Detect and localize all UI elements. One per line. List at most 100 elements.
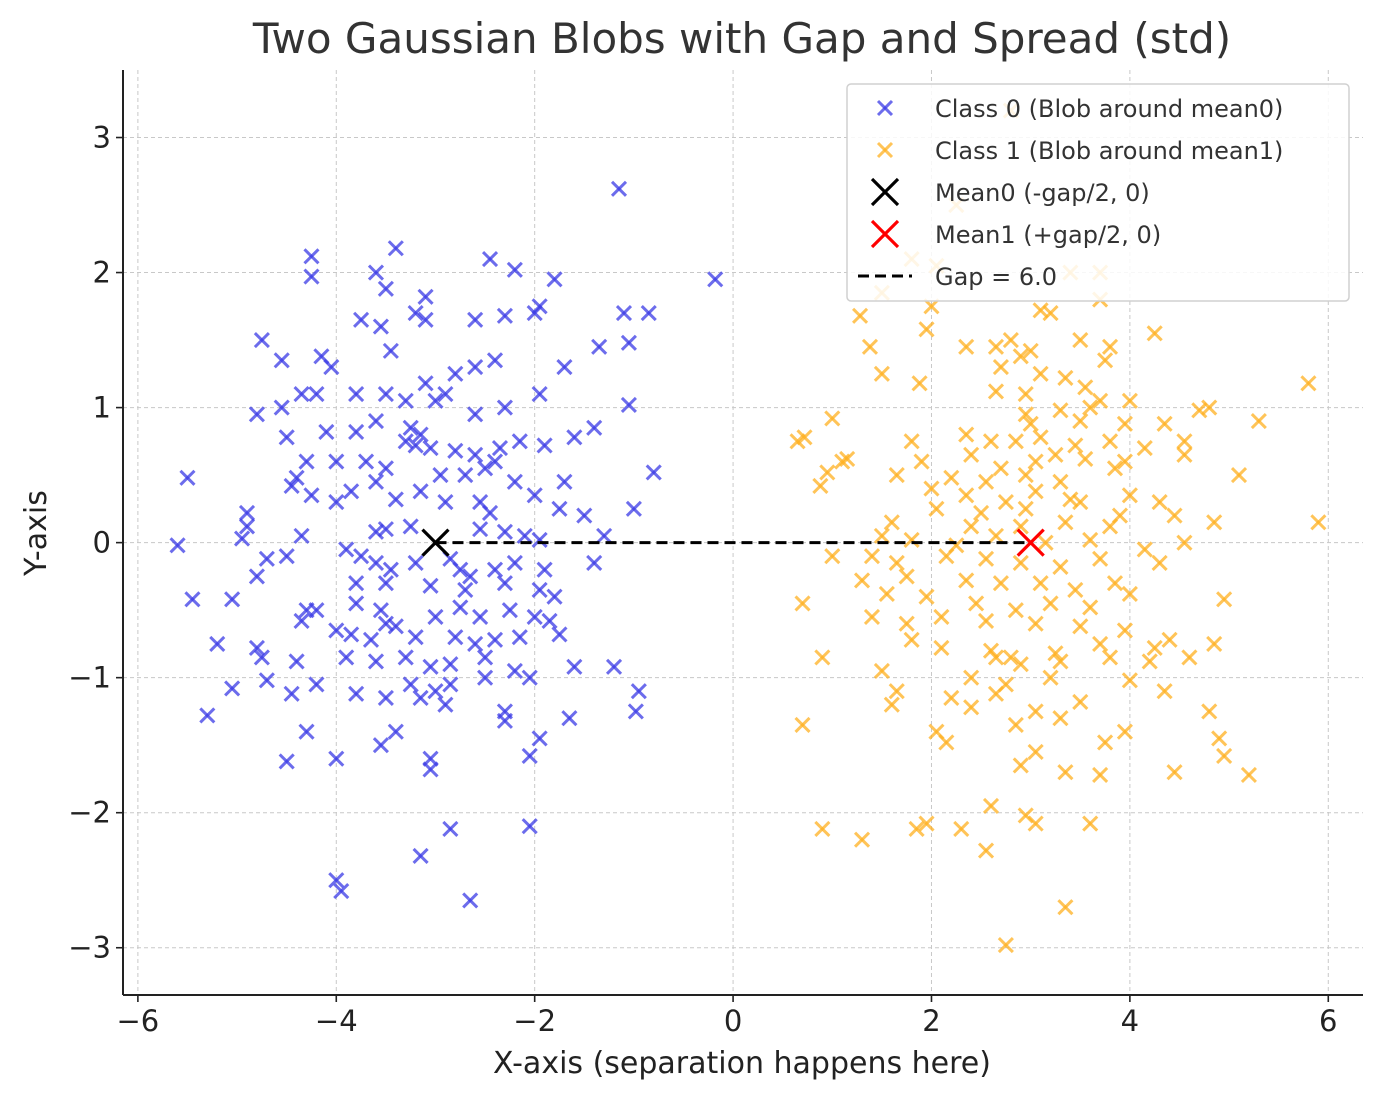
class1-point [1156,683,1173,700]
class1-point [834,453,851,470]
class0-point [566,429,583,446]
class0-point [367,653,385,670]
class1-point [1146,639,1163,657]
class0-point [521,747,538,765]
class0-point [293,386,310,403]
class1-point [1082,815,1099,832]
legend: Class 0 (Blob around mean0) Class 1 (Blob… [846,83,1350,302]
class1-point [908,820,925,837]
class0-point [437,386,454,403]
class0-point [328,622,345,639]
class0-point [298,723,315,740]
class1-point [1052,473,1069,490]
class0-point [496,307,513,324]
class0-point [422,440,439,457]
class0-point [531,386,548,403]
class1-point [863,608,881,625]
class1-point [1027,743,1044,760]
class0-point [387,491,404,508]
class0-point [422,658,439,675]
y-axis-label: Y-axis [19,490,54,577]
class0-point [318,423,335,440]
class1-point [958,426,975,443]
class0-point [248,568,265,585]
class1-point [1047,645,1064,662]
class0-point [377,575,394,592]
class0-point [238,504,256,521]
class0-point [640,305,657,322]
class1-point [1310,514,1327,531]
class1-point [1101,433,1119,450]
class1-point [1121,392,1138,409]
x-tick-label: −6 [117,1004,160,1038]
class1-point [1027,815,1044,832]
class0-point [472,608,489,625]
class0-point [546,588,563,605]
class0-point [328,453,345,470]
class1-point [1206,635,1223,652]
class1-point [903,531,920,548]
legend-entry-class0: Class 0 (Blob around mean0) [876,95,1283,123]
class1-point [1082,531,1099,548]
class0-point [372,737,389,754]
class0-point [442,656,459,673]
class0-point [472,521,489,538]
class1-point [1002,649,1019,666]
class1-point [918,321,935,338]
class1-point [1191,402,1208,419]
class1-point [814,820,831,837]
class1-point [1052,653,1069,670]
class1-point [1101,338,1119,355]
class1-point [1012,518,1029,535]
class1-point [992,359,1009,376]
class0-point [377,386,394,403]
class1-point [1166,507,1183,524]
class1-point [1092,766,1109,783]
class1-point [1032,365,1049,382]
class1-point [878,585,895,603]
class0-point [467,446,484,463]
class1-point [1092,635,1109,652]
class0-point [412,483,429,500]
class1-point [977,842,995,859]
class0-point [338,649,355,666]
class1-point [1027,453,1044,470]
class0-point [357,453,375,470]
class1-point [1052,710,1069,727]
class0-point [382,561,399,578]
x-axis-label: X-axis (separation happens here) [493,1046,991,1081]
class1-point [977,473,995,490]
class1-point [863,548,881,565]
class1-point [1022,415,1039,432]
class0-point [467,359,484,376]
class0-point [328,750,345,767]
class0-point [442,820,459,837]
y-tick-label: 0 [93,526,111,560]
class1-point [873,662,890,679]
class0-point [437,494,454,511]
class1-point [973,504,990,521]
x-tick-label: 6 [1319,1004,1337,1038]
class0-point [238,518,256,535]
class1-point [1007,716,1024,733]
class0-point [432,467,449,484]
class0-point [586,554,603,571]
class1-point [1042,669,1059,686]
y-tick-label: 3 [93,121,111,155]
legend-marker [870,219,900,249]
class0-point [620,396,637,413]
class0-point [481,504,499,521]
class0-point [323,359,340,376]
class1-point [1067,437,1084,454]
class0-point [496,575,513,592]
x-tick-label: 2 [922,1004,940,1038]
class1-point [1022,342,1039,359]
class1-point [1121,585,1138,603]
class1-point [888,554,905,571]
class0-point [422,761,439,778]
class1-point [953,820,970,837]
class1-point [963,669,980,686]
class1-point [1072,332,1089,349]
class1-point [1017,406,1034,423]
class1-point [938,734,955,751]
